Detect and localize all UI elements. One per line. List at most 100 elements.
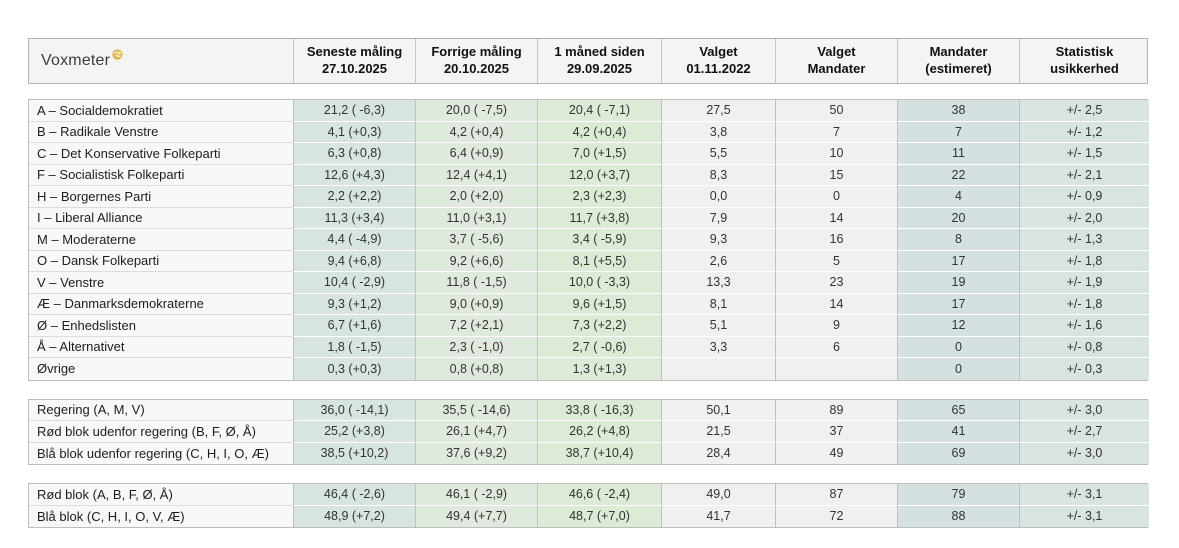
cell-valget-mandater: 49 (775, 442, 897, 464)
cell-seneste: 6,3 (+0,8) (293, 143, 415, 165)
cell-maaned: 20,4 ( -7,1) (537, 100, 661, 122)
col-header-usikkerhed: Statistisk usikkerhed (1019, 39, 1149, 83)
cell-valget-mandater: 87 (775, 484, 897, 506)
cell-usikkerhed: +/- 0,9 (1019, 186, 1149, 208)
cell-valget-mandater: 37 (775, 421, 897, 443)
table-row: A – Socialdemokratiet 21,2 ( -6,3) 20,0 ( … (29, 100, 1149, 122)
cell-maaned: 11,7 (+3,8) (537, 207, 661, 229)
cell-valget-mandater (775, 358, 897, 380)
cell-mandater-estimeret: 41 (897, 421, 1019, 443)
cell-maaned: 4,2 (+0,4) (537, 121, 661, 143)
cell-seneste: 25,2 (+3,8) (293, 421, 415, 443)
cell-forrige: 9,0 (+0,9) (415, 293, 537, 315)
table-row: O – Dansk Folkeparti 9,4 (+6,8) 9,2 (+6,6)… (29, 250, 1149, 272)
cell-forrige: 4,2 (+0,4) (415, 121, 537, 143)
cell-mandater-estimeret: 17 (897, 250, 1019, 272)
cell-valget-mandater: 14 (775, 293, 897, 315)
brand-cell: Voxmeter (29, 39, 293, 83)
cell-usikkerhed: +/- 2,0 (1019, 207, 1149, 229)
section-regering: Regering (A, M, V) 36,0 ( -14,1) 35,5 ( -1… (28, 398, 1149, 465)
cell-mandater-estimeret: 19 (897, 272, 1019, 294)
cell-seneste: 1,8 ( -1,5) (293, 336, 415, 358)
table-row: Æ – Danmarksdemokraterne 9,3 (+1,2) 9,0 (+… (29, 293, 1149, 315)
cell-forrige: 6,4 (+0,9) (415, 143, 537, 165)
table-row: M – Moderaterne 4,4 ( -4,9) 3,7 ( -5,6) 3,4… (29, 229, 1149, 251)
cell-forrige: 11,0 (+3,1) (415, 207, 537, 229)
row-label: O – Dansk Folkeparti (29, 250, 293, 272)
cell-usikkerhed: +/- 3,1 (1019, 484, 1149, 506)
cell-valget-mandater: 14 (775, 207, 897, 229)
cell-mandater-estimeret: 8 (897, 229, 1019, 251)
cell-valget: 7,9 (661, 207, 775, 229)
row-label: B – Radikale Venstre (29, 121, 293, 143)
cell-valget: 27,5 (661, 100, 775, 122)
cell-forrige: 37,6 (+9,2) (415, 442, 537, 464)
row-label: Øvrige (29, 358, 293, 380)
cell-valget-mandater: 0 (775, 186, 897, 208)
cell-maaned: 48,7 (+7,0) (537, 505, 661, 527)
cell-seneste: 9,3 (+1,2) (293, 293, 415, 315)
table-row: I – Liberal Alliance 11,3 (+3,4) 11,0 (+3,… (29, 207, 1149, 229)
cell-valget-mandater: 6 (775, 336, 897, 358)
cell-usikkerhed: +/- 1,3 (1019, 229, 1149, 251)
cell-maaned: 38,7 (+10,4) (537, 442, 661, 464)
cell-valget: 0,0 (661, 186, 775, 208)
cell-forrige: 11,8 ( -1,5) (415, 272, 537, 294)
row-label: M – Moderaterne (29, 229, 293, 251)
col-header-mandater-estimeret: Mandater (estimeret) (897, 39, 1019, 83)
cell-forrige: 9,2 (+6,6) (415, 250, 537, 272)
cell-valget: 49,0 (661, 484, 775, 506)
cell-forrige: 2,0 (+2,0) (415, 186, 537, 208)
cell-seneste: 21,2 ( -6,3) (293, 100, 415, 122)
cell-forrige: 26,1 (+4,7) (415, 421, 537, 443)
cell-maaned: 7,0 (+1,5) (537, 143, 661, 165)
cell-seneste: 2,2 (+2,2) (293, 186, 415, 208)
row-label: V – Venstre (29, 272, 293, 294)
col-header-valget-mandater: Valget Mandater (775, 39, 897, 83)
table-row: H – Borgernes Parti 2,2 (+2,2) 2,0 (+2,0) 2… (29, 186, 1149, 208)
cell-forrige: 7,2 (+2,1) (415, 315, 537, 337)
cell-usikkerhed: +/- 1,8 (1019, 250, 1149, 272)
cell-valget-mandater: 72 (775, 505, 897, 527)
cell-valget: 5,1 (661, 315, 775, 337)
cell-seneste: 10,4 ( -2,9) (293, 272, 415, 294)
brand-name: Voxmeter (41, 51, 111, 69)
cell-mandater-estimeret: 17 (897, 293, 1019, 315)
row-label: I – Liberal Alliance (29, 207, 293, 229)
cell-usikkerhed: +/- 1,8 (1019, 293, 1149, 315)
cell-maaned: 1,3 (+1,3) (537, 358, 661, 380)
cell-seneste: 4,1 (+0,3) (293, 121, 415, 143)
col-header-seneste: Seneste måling 27.10.2025 (293, 39, 415, 83)
cell-mandater-estimeret: 88 (897, 505, 1019, 527)
col-header-valget: Valget 01.11.2022 (661, 39, 775, 83)
row-label: Ø – Enhedslisten (29, 315, 293, 337)
table-row: V – Venstre 10,4 ( -2,9) 11,8 ( -1,5) 10,0 … (29, 272, 1149, 294)
row-label: Æ – Danmarksdemokraterne (29, 293, 293, 315)
cell-forrige: 49,4 (+7,7) (415, 505, 537, 527)
voxmeter-logo: Voxmeter (41, 48, 123, 72)
row-label: Blå blok udenfor regering (C, H, I, O, Æ… (29, 442, 293, 464)
cell-seneste: 46,4 ( -2,6) (293, 484, 415, 506)
cell-seneste: 12,6 (+4,3) (293, 164, 415, 186)
table-row: Regering (A, M, V) 36,0 ( -14,1) 35,5 ( -1… (29, 399, 1149, 421)
row-label: Rød blok udenfor regering (B, F, Ø, Å) (29, 421, 293, 443)
cell-mandater-estimeret: 79 (897, 484, 1019, 506)
table-row: Blå blok (C, H, I, O, V, Æ) 48,9 (+7,2) 49… (29, 505, 1149, 527)
poll-table: Voxmeter Seneste måling 27.10.2025 Forri… (28, 38, 1149, 528)
cell-maaned: 8,1 (+5,5) (537, 250, 661, 272)
table-row: Blå blok udenfor regering (C, H, I, O, Æ… (29, 442, 1149, 464)
cell-forrige: 12,4 (+4,1) (415, 164, 537, 186)
cell-usikkerhed: +/- 1,9 (1019, 272, 1149, 294)
cell-valget: 8,3 (661, 164, 775, 186)
row-label: F – Socialistisk Folkeparti (29, 164, 293, 186)
cell-valget: 41,7 (661, 505, 775, 527)
cell-maaned: 12,0 (+3,7) (537, 164, 661, 186)
cell-valget: 3,8 (661, 121, 775, 143)
cell-valget (661, 358, 775, 380)
cell-valget-mandater: 89 (775, 399, 897, 421)
cell-maaned: 2,3 (+2,3) (537, 186, 661, 208)
table-header: Voxmeter Seneste måling 27.10.2025 Forri… (28, 38, 1148, 84)
table-row: F – Socialistisk Folkeparti 12,6 (+4,3) 12… (29, 164, 1149, 186)
cell-valget: 9,3 (661, 229, 775, 251)
cell-usikkerhed: +/- 3,0 (1019, 399, 1149, 421)
